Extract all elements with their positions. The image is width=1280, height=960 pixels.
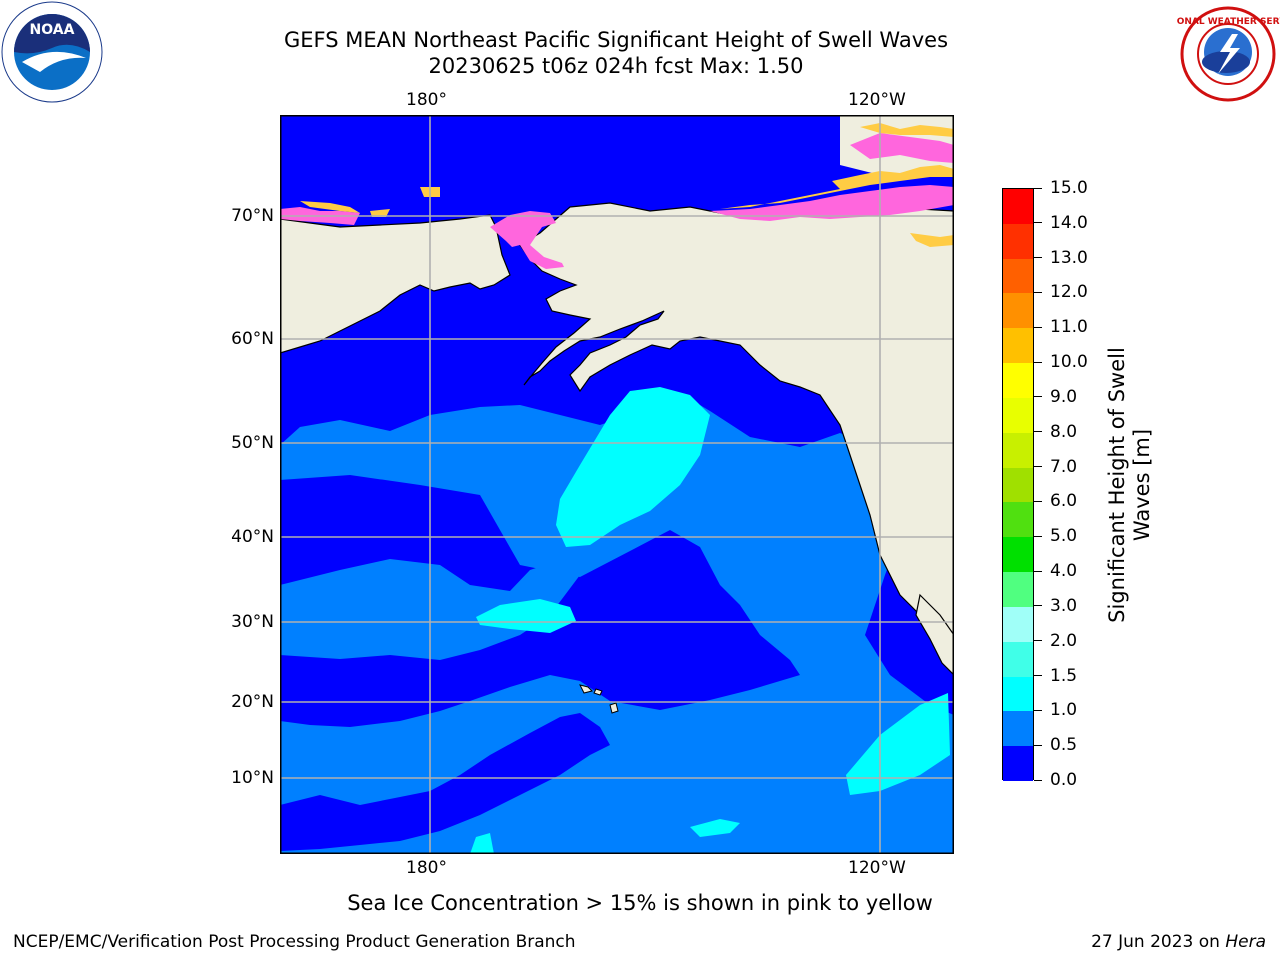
sea-ice-beaufort [710, 185, 954, 221]
sea-ice-archipelago [850, 133, 954, 163]
run-date-machine: Hera [1225, 932, 1266, 952]
colorbar-cell [1003, 572, 1033, 607]
map-frame [280, 115, 954, 854]
sea-ice-footnote: Sea Ice Concentration > 15% is shown in … [347, 891, 933, 915]
swell-band-south-dark [280, 713, 610, 851]
sea-ice-siberia-yellow [300, 187, 440, 217]
colorbar-tick: 0.5 [1034, 736, 1077, 754]
colorbar-tick: 1.5 [1034, 667, 1077, 685]
colorbar-tick: 6.0 [1034, 492, 1077, 510]
credit-text: NCEP/EMC/Verification Post Processing Pr… [13, 932, 576, 952]
colorbar-cell [1003, 606, 1033, 642]
colorbar-tick-label: 7.0 [1050, 456, 1078, 477]
graticule [280, 115, 954, 854]
lon-tick-bottom-180: 180° [406, 858, 447, 878]
colorbar-tick-label: 1.0 [1050, 700, 1078, 721]
colorbar-tick: 10.0 [1034, 353, 1088, 371]
colorbar-tick: 5.0 [1034, 527, 1077, 545]
colorbar-tick-label: 4.0 [1050, 561, 1078, 582]
swell-patch-south [690, 819, 740, 837]
run-date: 27 Jun 2023 on Hera [1091, 932, 1266, 952]
swell-patch-southeast [846, 693, 950, 795]
colorbar-cell [1003, 223, 1033, 259]
colorbar-tick: 11.0 [1034, 318, 1088, 336]
lat-tick-70n: 70°N [231, 206, 274, 226]
colorbar-cell [1003, 537, 1033, 573]
colorbar-tick-label: 8.0 [1050, 421, 1078, 442]
colorbar-cell [1003, 189, 1033, 224]
lon-tick-top-180: 180° [406, 90, 447, 110]
colorbar-tick: 14.0 [1034, 214, 1088, 232]
sea-ice-bering-strait [490, 211, 564, 269]
colorbar-tick-label: 0.5 [1050, 735, 1078, 756]
swell-patch-north [556, 387, 710, 547]
colorbar-cell [1003, 328, 1033, 364]
lon-tick-top-120w: 120°W [848, 90, 906, 110]
colorbar-tick-label: 3.0 [1050, 595, 1078, 616]
colorbar-tick-label: 14.0 [1050, 212, 1088, 233]
colorbar-tick-label: 6.0 [1050, 491, 1078, 512]
colorbar-tick-label: 5.0 [1050, 526, 1078, 547]
colorbar-cell [1003, 711, 1033, 747]
lat-tick-10n: 10°N [231, 768, 274, 788]
colorbar-tick: 4.0 [1034, 562, 1077, 580]
colorbar-cell [1003, 432, 1033, 468]
colorbar-cell [1003, 641, 1033, 677]
land-baja [915, 593, 954, 676]
chart-title: GEFS MEAN Northeast Pacific Significant … [283, 28, 949, 52]
lat-tick-30n: 30°N [231, 612, 274, 632]
colorbar-cell [1003, 676, 1033, 712]
colorbar-tick: 3.0 [1034, 597, 1077, 615]
lat-tick-40n: 40°N [231, 527, 274, 547]
colorbar-tick: 2.0 [1034, 632, 1077, 650]
colorbar-cell [1003, 746, 1033, 781]
colorbar-tick-label: 0.0 [1050, 770, 1078, 790]
colorbar-tick-label: 1.5 [1050, 665, 1078, 686]
colorbar-tick-label: 12.0 [1050, 282, 1088, 303]
land-siberia [280, 214, 511, 354]
sea-ice-archipelago-yellow [860, 123, 954, 247]
colorbar-tick: 9.0 [1034, 388, 1077, 406]
lat-tick-20n: 20°N [231, 692, 274, 712]
colorbar-tick-label: 2.0 [1050, 630, 1078, 651]
chart-subtitle: 20230625 t06z 024h fcst Max: 1.50 [428, 54, 804, 78]
sea-ice-beaufort-yellow [700, 165, 954, 213]
colorbar-cell [1003, 293, 1033, 329]
colorbar-tick: 15.0 [1034, 179, 1088, 197]
colorbar-tick-label: 10.0 [1050, 352, 1088, 373]
run-date-prefix: 27 Jun 2023 on [1091, 932, 1220, 952]
colorbar-tick: 0.0 [1034, 771, 1077, 789]
noaa-logo: NOAA [0, 0, 104, 104]
swell-height-map [280, 115, 954, 854]
nws-logo-text: NATIONAL WEATHER SERVICE [1176, 17, 1280, 27]
colorbar-cell [1003, 502, 1033, 538]
colorbar-tick-label: 9.0 [1050, 386, 1078, 407]
colorbar-tick-label: 15.0 [1050, 178, 1088, 198]
lon-tick-bottom-120w: 120°W [848, 858, 906, 878]
swell-patch-south-2 [470, 833, 494, 854]
swell-patch-central [476, 599, 576, 633]
land-hawaii [579, 684, 619, 714]
colorbar-label: Significant Height of Swell Waves [m] [1105, 347, 1154, 623]
lat-tick-60n: 60°N [231, 329, 274, 349]
nws-logo: NATIONAL WEATHER SERVICE [1153, 4, 1280, 104]
colorbar-cell [1003, 467, 1033, 503]
colorbar-cell [1003, 258, 1033, 294]
colorbar-tick: 1.0 [1034, 701, 1077, 719]
colorbar-cell [1003, 363, 1033, 398]
colorbar-cell [1003, 397, 1033, 433]
colorbar [1002, 188, 1034, 781]
lat-tick-50n: 50°N [231, 433, 274, 453]
colorbar-tick: 12.0 [1034, 283, 1088, 301]
colorbar-tick: 8.0 [1034, 423, 1077, 441]
colorbar-tick: 7.0 [1034, 458, 1077, 476]
colorbar-tick-label: 13.0 [1050, 247, 1088, 268]
colorbar-tick-label: 11.0 [1050, 317, 1088, 338]
colorbar-tick: 13.0 [1034, 249, 1088, 267]
noaa-logo-text: NOAA [30, 22, 75, 38]
